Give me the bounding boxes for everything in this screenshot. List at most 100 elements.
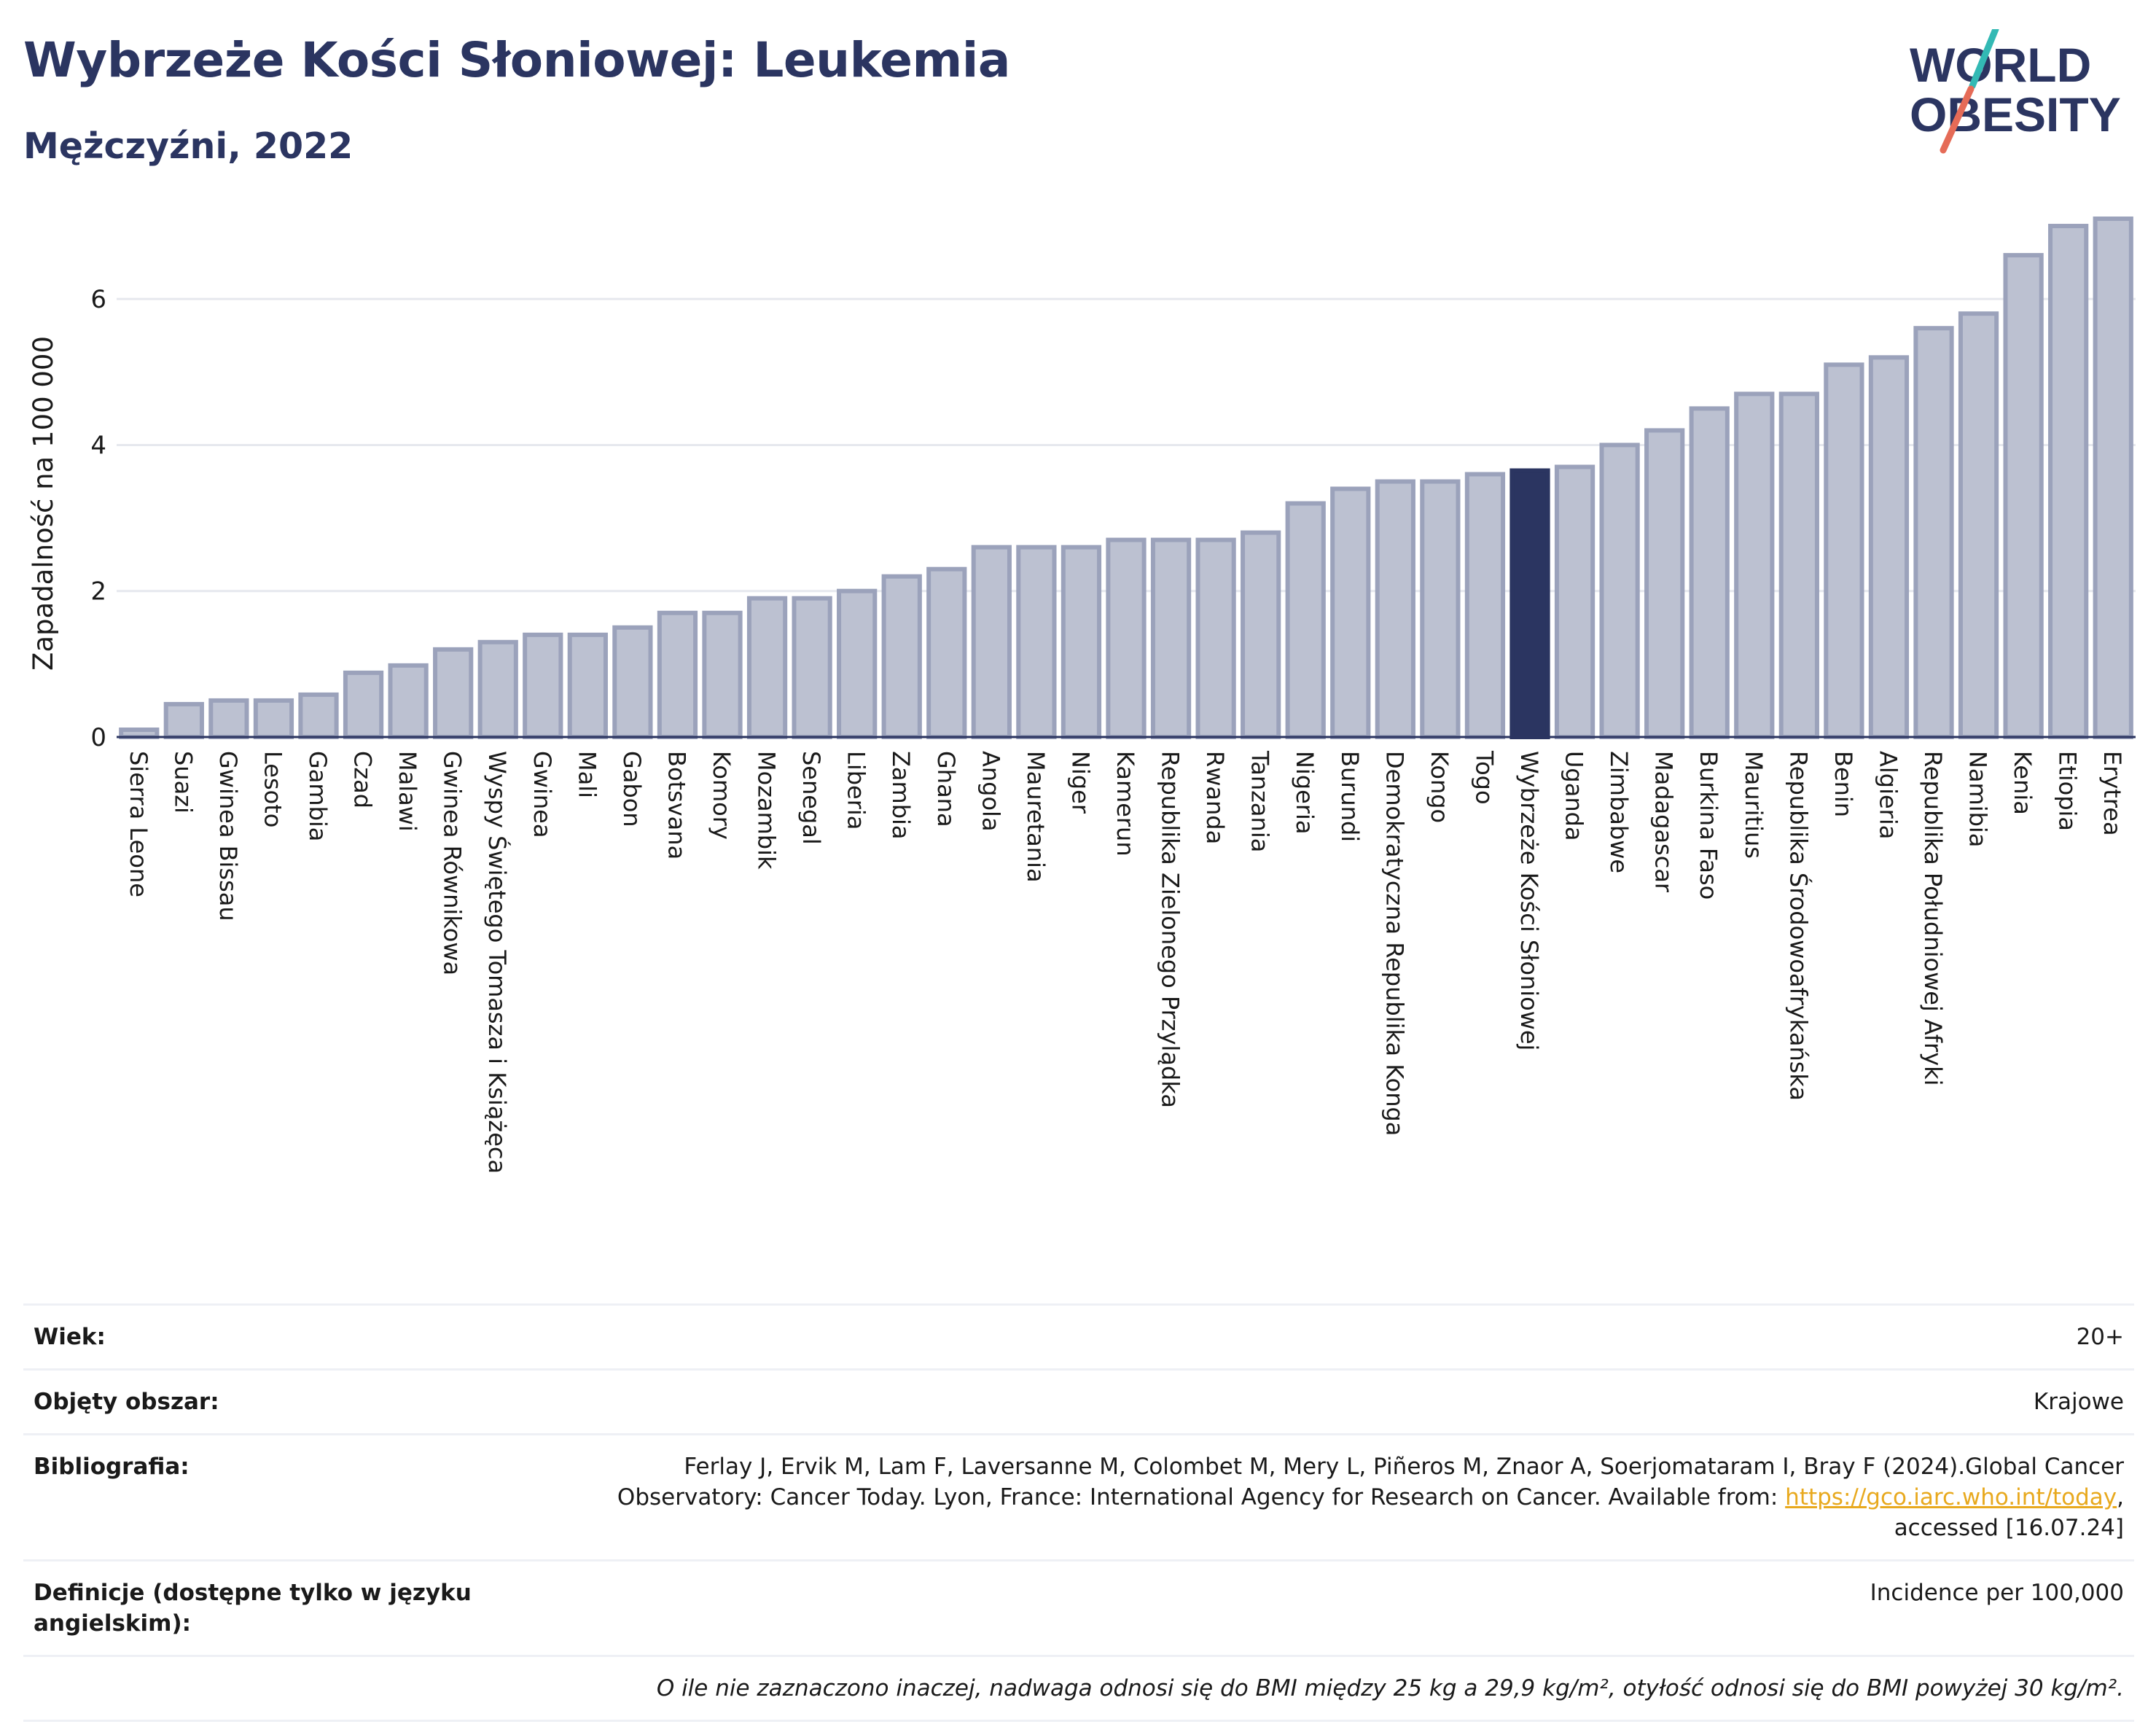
bar-2	[208, 698, 249, 739]
logo-slash-coral	[1940, 85, 1975, 154]
bar-18	[926, 566, 967, 739]
x-tick-label: Wybrzeże Kości Słoniowej	[1515, 751, 1543, 1050]
x-tick-label: Ghana	[932, 751, 960, 827]
x-tick-label: Algieria	[1874, 751, 1902, 839]
x-tick-label: Etiopia	[2054, 751, 2082, 831]
y-tick-label: 0	[90, 723, 106, 752]
bar-43	[2048, 224, 2089, 739]
x-tick-label: Zambia	[887, 751, 915, 840]
bibliography-label: Bibliografia:	[34, 1454, 190, 1480]
bar-36	[1734, 391, 1775, 739]
y-tick-label: 6	[90, 285, 106, 314]
bar-35	[1689, 406, 1730, 739]
page-title: Wybrzeże Kości Słoniowej: Leukemia	[23, 32, 1010, 88]
x-tick-label: Senegal	[797, 751, 825, 845]
x-tick-label: Republika Środowoafrykańska	[1784, 751, 1813, 1101]
bar-16	[837, 588, 878, 739]
x-tick-label: Malawi	[394, 751, 421, 832]
x-tick-label: Wyspy Świętego Tomasza i Książęca	[483, 751, 512, 1174]
x-tick-label: Kongo	[1426, 751, 1453, 823]
x-tick-label: Gwinea Bissau	[214, 751, 242, 921]
bar-5	[343, 670, 384, 740]
logo-text-world: WORLD	[1910, 38, 2091, 92]
bibliography-line-2-end: ,	[2117, 1484, 2124, 1510]
x-tick-label: Uganda	[1561, 751, 1588, 841]
bar-3	[253, 698, 294, 739]
x-tick-label: Czad	[349, 751, 377, 808]
bar-4	[298, 692, 339, 739]
definitions-label: Definicje (dostępne tylko w języku angie…	[34, 1580, 472, 1637]
bar-33	[1599, 442, 1640, 739]
bar-chart: 0 2 4 6 Sierra Leone Suazi Gwinea Bissau Lesot…	[28, 217, 2136, 1174]
x-tick-label: Demokratyczna Republika Konga	[1380, 751, 1408, 1136]
bar-9	[523, 632, 563, 739]
page-subtitle: Mężczyźni, 2022	[23, 125, 354, 167]
world-obesity-logo: WORLD OBESITY	[1910, 29, 2121, 154]
x-tick-label: Kenia	[2009, 751, 2036, 815]
x-tick-label: Benin	[1829, 751, 1857, 817]
x-tick-label: Burundi	[1336, 751, 1364, 842]
x-tick-label: Rwanda	[1201, 751, 1229, 844]
bar-30	[1464, 472, 1506, 739]
bar-37	[1778, 391, 1819, 739]
x-tick-label: Mauritius	[1740, 751, 1768, 859]
x-tick-label: Zimbabwe	[1605, 751, 1633, 873]
x-tick-label: Gambia	[304, 751, 332, 841]
info-row-age: Wiek: 20+	[23, 1303, 2134, 1368]
bar-20	[1016, 545, 1057, 740]
bar-40	[1913, 326, 1954, 739]
y-tick-label: 4	[90, 431, 106, 460]
x-tick-label: Madagascar	[1650, 751, 1678, 893]
definitions-value: Incidence per 100,000	[1870, 1580, 2124, 1606]
x-tick-label: Lesoto	[259, 751, 286, 827]
bibliography-line-2: Observatory: Cancer Today. Lyon, France:…	[617, 1482, 2124, 1513]
x-tick-label: Mali	[573, 751, 601, 798]
y-axis-label: Zapadalność na 100 000	[28, 336, 59, 671]
x-tick-label: Mozambik	[753, 751, 781, 870]
bibliography-value: Ferlay J, Ervik M, Lam F, Laversanne M, …	[617, 1451, 2124, 1543]
bar-23	[1150, 537, 1192, 739]
bar-19	[971, 545, 1012, 740]
bibliography-line-3: accessed [16.07.24]	[1894, 1515, 2124, 1541]
info-row-bibliography: Bibliografia: Ferlay J, Ervik M, Lam F, …	[23, 1433, 2134, 1559]
x-tick-label: Angola	[977, 751, 1004, 832]
bar-25	[1241, 530, 1281, 739]
bar-34	[1644, 428, 1685, 740]
y-tick-layer: 0 2 4 6	[90, 285, 106, 752]
bar-24	[1195, 537, 1236, 739]
bar-14	[746, 596, 788, 739]
x-tick-label: Sierra Leone	[125, 751, 152, 897]
bar-41	[1958, 311, 1999, 739]
x-tick-label: Botsvana	[663, 751, 690, 859]
x-tick-layer: Sierra Leone Suazi Gwinea Bissau Lesoto Gamb…	[125, 750, 2126, 1174]
x-tick-label: Namibia	[1964, 751, 1992, 847]
x-tick-label: Erytrea	[2098, 751, 2126, 836]
x-tick-label: Kamerun	[1112, 751, 1139, 857]
bar-1	[163, 701, 204, 739]
bar-11	[612, 625, 653, 740]
x-tick-label: Burkina Faso	[1695, 751, 1722, 900]
bibliography-line-2-text: Observatory: Cancer Today. Lyon, France:…	[617, 1484, 1786, 1510]
x-tick-label: Nigeria	[1291, 751, 1319, 834]
bar-26	[1285, 501, 1326, 739]
bibliography-line-1: Ferlay J, Ervik M, Lam F, Laversanne M, …	[684, 1454, 2124, 1480]
bar-29	[1420, 479, 1461, 740]
info-table: Wiek: 20+ Objęty obszar: Krajowe Bibliog…	[23, 1303, 2134, 1722]
x-tick-label: Komory	[708, 751, 735, 840]
bar-0	[119, 727, 160, 739]
x-tick-label: Gabon	[618, 751, 646, 827]
bar-27	[1330, 486, 1371, 739]
age-label: Wiek:	[34, 1324, 106, 1350]
info-row-note: O ile nie zaznaczono inaczej, nadwaga od…	[23, 1655, 2134, 1722]
y-tick-label: 2	[90, 577, 106, 607]
footnote: O ile nie zaznaczono inaczej, nadwaga od…	[656, 1675, 2124, 1701]
bar-13	[702, 610, 743, 740]
x-tick-label: Liberia	[843, 751, 870, 830]
bar-42	[2003, 253, 2044, 740]
x-tick-label: Republika Zielonego Przylądka	[1157, 751, 1184, 1108]
bar-15	[792, 596, 832, 739]
bibliography-link[interactable]: https://gco.iarc.who.int/today	[1785, 1484, 2117, 1510]
bar-17	[881, 574, 922, 740]
area-value: Krajowe	[2033, 1389, 2124, 1415]
x-tick-label: Republika Południowej Afryki	[1919, 751, 1947, 1086]
